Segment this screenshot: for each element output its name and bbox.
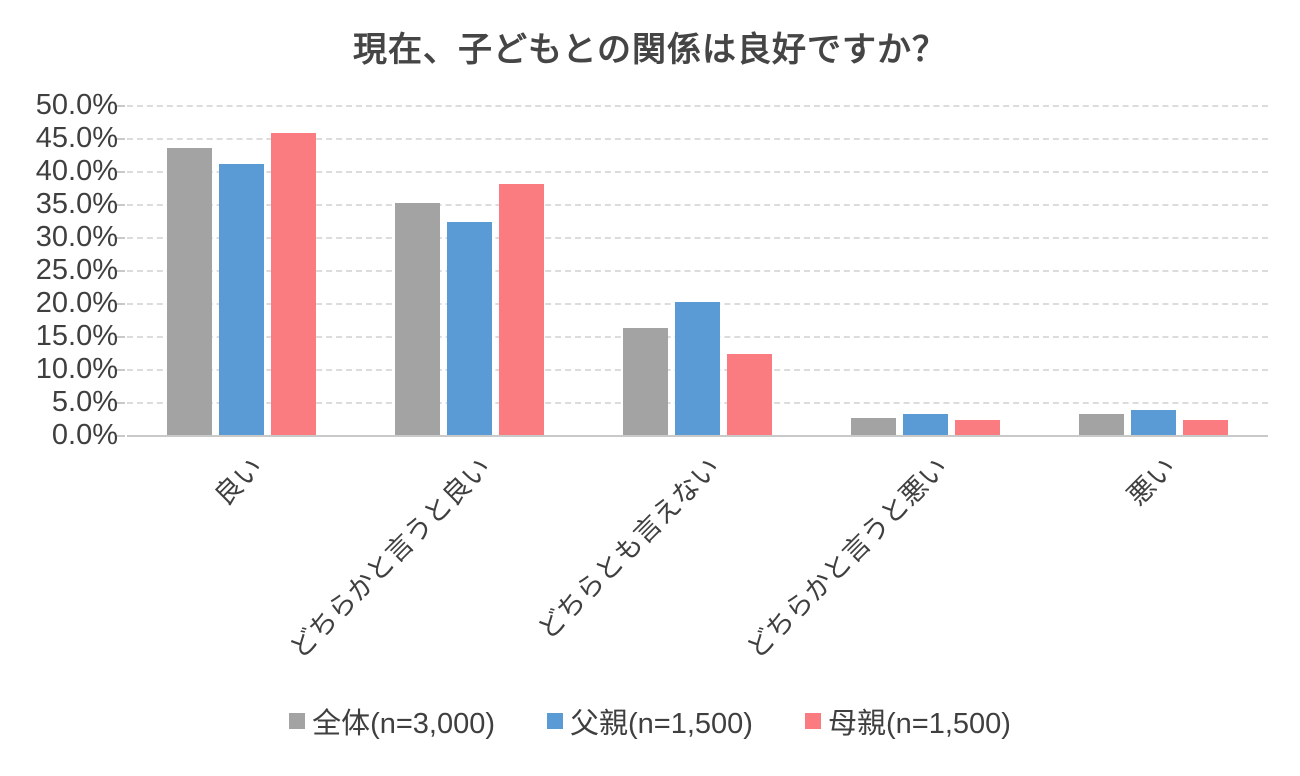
legend-swatch-icon <box>289 713 306 729</box>
y-axis-tick-label: 15.0% <box>35 320 118 352</box>
gridline <box>127 138 1268 140</box>
y-axis-tick-label: 10.0% <box>35 353 118 385</box>
bar-chichioya <box>1131 409 1177 435</box>
bar-chichioya <box>446 221 492 435</box>
y-axis-tick-label: 0.0% <box>51 419 118 451</box>
bar-hahaoya <box>727 354 772 435</box>
y-axis-tick-label: 20.0% <box>35 287 118 319</box>
y-axis-tick-label: 35.0% <box>35 188 118 220</box>
y-axis-tick-label: 50.0% <box>35 89 118 121</box>
y-axis-tick <box>115 435 125 437</box>
gridline <box>127 105 1268 107</box>
gridline <box>127 171 1268 173</box>
legend-swatch-icon <box>804 713 821 729</box>
bar-zentai <box>851 417 897 435</box>
plot-area <box>127 105 1268 437</box>
y-axis-tick-label: 5.0% <box>51 386 118 418</box>
y-axis-tick <box>115 402 125 404</box>
legend-item: 母親(n=1,500) <box>804 700 1011 742</box>
gridline <box>127 270 1268 272</box>
bar-hahaoya <box>955 420 1001 435</box>
legend-label: 父親(n=1,500) <box>570 708 753 740</box>
legend-label: 全体(n=3,000) <box>312 708 496 740</box>
bar-hahaoya <box>270 132 316 435</box>
y-axis-tick-label: 40.0% <box>35 155 118 187</box>
y-axis-tick <box>115 171 125 173</box>
legend-swatch-icon <box>547 713 564 729</box>
legend-item: 父親(n=1,500) <box>547 700 753 742</box>
bar-hahaoya <box>498 184 544 435</box>
legend-item: 全体(n=3,000) <box>289 700 495 742</box>
y-axis-tick <box>115 303 125 305</box>
y-axis-tick <box>115 369 125 371</box>
bar-chichioya <box>218 164 264 435</box>
bar-zentai <box>1079 413 1125 435</box>
y-axis-tick <box>115 336 125 338</box>
bar-chichioya <box>675 301 720 435</box>
legend: 全体(n=3,000) 父親(n=1,500) 母親(n=1,500) <box>0 700 1300 742</box>
gridline <box>127 435 1268 437</box>
bar-zentai <box>166 147 212 435</box>
gridline <box>127 237 1268 239</box>
bar-zentai <box>623 328 668 435</box>
y-axis-tick <box>115 237 125 239</box>
legend-label: 母親(n=1,500) <box>827 708 1011 740</box>
y-axis-tick <box>115 138 125 140</box>
chart-title: 現在、子どもとの関係は良好ですか？ <box>353 31 947 69</box>
y-axis-tick <box>115 270 125 272</box>
y-axis-tick <box>115 105 125 107</box>
y-axis-tick <box>115 204 125 206</box>
gridline <box>127 204 1268 206</box>
y-axis-tick-label: 25.0% <box>35 254 118 286</box>
bar-chichioya <box>903 413 949 435</box>
y-axis-tick-label: 45.0% <box>35 122 118 154</box>
bar-hahaoya <box>1183 419 1229 435</box>
bar-zentai <box>394 203 440 435</box>
y-axis-tick-label: 30.0% <box>35 221 118 253</box>
